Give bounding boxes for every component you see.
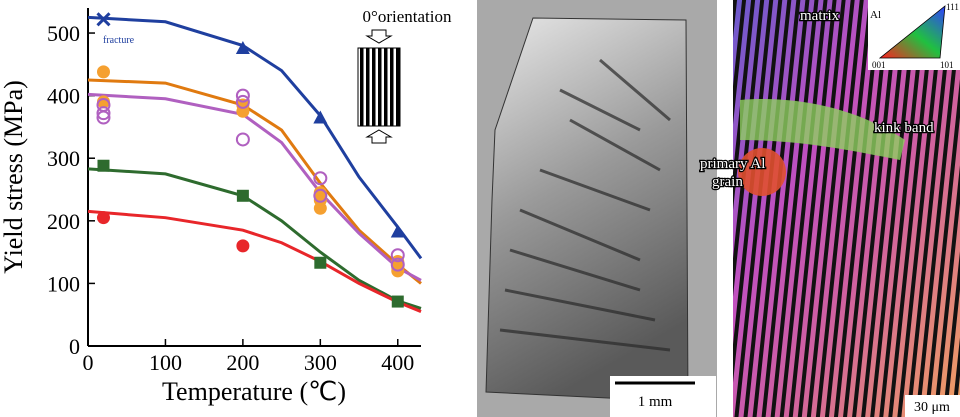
fit-curve <box>88 15 423 260</box>
orientation-inset <box>357 29 401 144</box>
x-tick-label: 300 <box>304 350 337 375</box>
region-label: grain <box>712 174 743 190</box>
data-point <box>313 201 327 215</box>
chart: Temperature (℃) Yield stress (MPa) fract… <box>0 7 452 406</box>
region-label: matrix <box>800 8 840 24</box>
annotation: 0°orientation <box>363 7 452 26</box>
y-axis-label: Yield stress (MPa) <box>0 80 28 274</box>
data-point <box>313 188 328 203</box>
data-point <box>391 295 404 308</box>
data-point <box>235 132 250 147</box>
data-point <box>96 65 110 79</box>
ipf-corner: 001 <box>872 60 886 70</box>
y-tick-label: 400 <box>47 84 80 109</box>
data-point <box>96 95 110 109</box>
fit-curve <box>88 209 422 313</box>
y-tick-label: 100 <box>47 271 80 296</box>
y-tick-label: 500 <box>47 21 80 46</box>
x-tick-label: 200 <box>226 350 259 375</box>
data-point <box>236 239 250 253</box>
data-point <box>390 257 405 272</box>
data-point <box>235 41 250 55</box>
data-point <box>390 248 405 263</box>
data-point <box>96 211 110 225</box>
data-point <box>96 12 111 27</box>
data-point <box>96 110 111 125</box>
y-tick-label: 200 <box>47 209 80 234</box>
ebsd-map: Al 001 101 111 matrix kink band primary … <box>699 0 960 417</box>
scale-bar-label: 30 μm <box>914 400 950 415</box>
ipf-phase: Al <box>870 9 881 21</box>
data-point <box>313 110 328 124</box>
region-label: kink band <box>874 120 934 136</box>
data-point <box>314 256 327 269</box>
y-tick-label: 0 <box>69 334 80 359</box>
region-label: primary Al <box>700 156 765 172</box>
data-point <box>236 189 249 202</box>
annotation: fracture <box>103 35 135 46</box>
data-point <box>235 94 250 109</box>
x-tick-label: 0 <box>83 350 94 375</box>
ipf-corner: 101 <box>940 60 954 70</box>
data-point <box>390 224 405 238</box>
ipf-corner: 111 <box>946 2 959 12</box>
fit-curve <box>88 167 422 310</box>
y-tick-label: 300 <box>47 146 80 171</box>
scale-bar-label: 1 mm <box>638 394 673 410</box>
x-axis-label: Temperature (℃) <box>162 377 346 406</box>
data-point <box>97 159 110 172</box>
x-tick-label: 100 <box>149 350 182 375</box>
data-point <box>235 88 250 103</box>
specimen-micrograph: 1 mm <box>477 0 717 417</box>
x-tick-label: 400 <box>381 350 414 375</box>
data-point <box>96 106 111 121</box>
data-point <box>313 171 328 186</box>
fit-curve <box>88 78 422 285</box>
